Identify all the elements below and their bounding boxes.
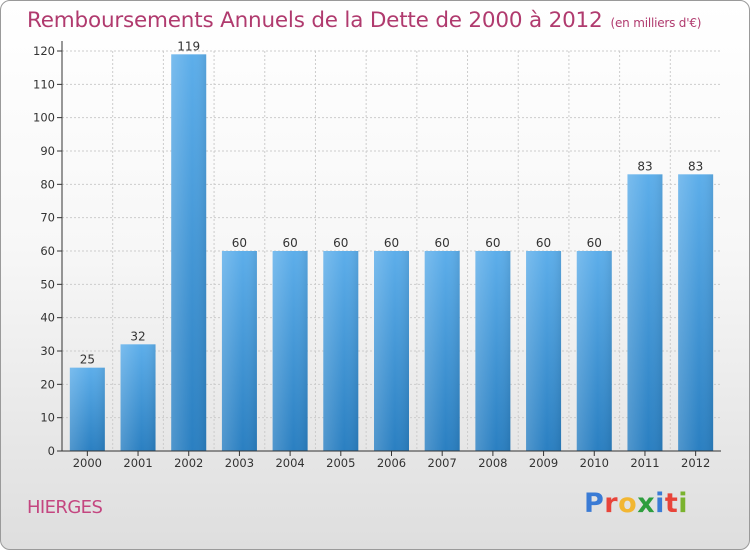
y-tick-label: 20 xyxy=(40,377,55,391)
bar-shade xyxy=(576,251,612,451)
x-tick-label: 2002 xyxy=(174,456,203,470)
y-tick-label: 120 xyxy=(33,44,55,58)
logo-letter: r xyxy=(604,488,619,519)
bar-shade xyxy=(374,251,409,451)
proxiti-logo: Proxiti xyxy=(584,488,688,519)
bar-value-label: 25 xyxy=(80,353,95,367)
bar-shade xyxy=(272,251,308,451)
y-tick-label: 50 xyxy=(40,277,55,291)
y-tick-label: 70 xyxy=(40,211,55,225)
bar-shade xyxy=(627,174,663,452)
bar-shade xyxy=(526,251,562,451)
bar-shade xyxy=(221,251,257,451)
chart-title: Remboursements Annuels de la Dette de 20… xyxy=(27,8,603,33)
bar-shade xyxy=(323,251,359,451)
x-tick-label: 2000 xyxy=(73,456,102,470)
x-tick-label: 2006 xyxy=(377,456,406,470)
bar-shade xyxy=(69,367,105,451)
x-tick-label: 2007 xyxy=(428,456,457,470)
bar-value-label: 60 xyxy=(485,236,500,250)
x-tick-label: 2001 xyxy=(123,456,152,470)
y-tick-label: 60 xyxy=(40,244,55,258)
bar-value-label: 60 xyxy=(333,236,348,250)
bar-shade xyxy=(475,251,511,451)
place-name: HIERGES xyxy=(27,497,103,518)
bar-value-label: 83 xyxy=(637,159,652,173)
x-tick-label: 2012 xyxy=(681,456,710,470)
bar-shade xyxy=(120,344,156,451)
bar-shade xyxy=(171,54,207,451)
y-tick-label: 10 xyxy=(40,411,55,425)
bar-value-label: 60 xyxy=(587,236,602,250)
bar-value-label: 60 xyxy=(282,236,297,250)
chart-unit: (en milliers d'€) xyxy=(610,16,702,30)
bars: 25 32 119 60 60 60 60 60 60 60 60 83 83 xyxy=(69,39,714,452)
x-tick-label: 2010 xyxy=(580,456,609,470)
y-tick-label: 0 xyxy=(48,444,55,458)
x-tick-label: 2004 xyxy=(275,456,304,470)
x-tick-label: 2008 xyxy=(478,456,507,470)
logo-letter: i xyxy=(678,488,689,519)
logo-letter: x xyxy=(637,488,656,519)
y-tick-label: 90 xyxy=(40,144,55,158)
y-tick-label: 30 xyxy=(40,344,55,358)
bar-value-label: 60 xyxy=(232,236,247,250)
x-tick-label: 2011 xyxy=(630,456,659,470)
y-tick-label: 40 xyxy=(40,311,55,325)
bar-value-label: 60 xyxy=(384,236,399,250)
bar-value-label: 119 xyxy=(177,39,200,53)
y-tick-label: 80 xyxy=(40,177,55,191)
y-tick-label: 100 xyxy=(33,111,55,125)
x-tick-label: 2003 xyxy=(225,456,254,470)
bar-shade xyxy=(678,174,714,452)
bar-shade xyxy=(424,251,460,451)
logo-letter: i xyxy=(655,488,665,519)
bar-value-label: 32 xyxy=(130,329,145,343)
x-tick-label: 2009 xyxy=(529,456,558,470)
bar-value-label: 60 xyxy=(435,236,450,250)
y-tick-label: 110 xyxy=(33,77,55,91)
logo-letter: P xyxy=(584,488,605,519)
bar-value-label: 60 xyxy=(536,236,551,250)
logo-letter: t xyxy=(664,488,679,519)
x-tick-label: 2005 xyxy=(326,456,355,470)
chart-title-block: Remboursements Annuels de la Dette de 20… xyxy=(27,8,701,33)
bar-value-label: 83 xyxy=(688,159,703,173)
axes: 0 10 20 30 40 50 60 70 80 90 100 110 120 2000 2001 2002… xyxy=(33,41,721,470)
logo-letter: o xyxy=(618,488,638,519)
